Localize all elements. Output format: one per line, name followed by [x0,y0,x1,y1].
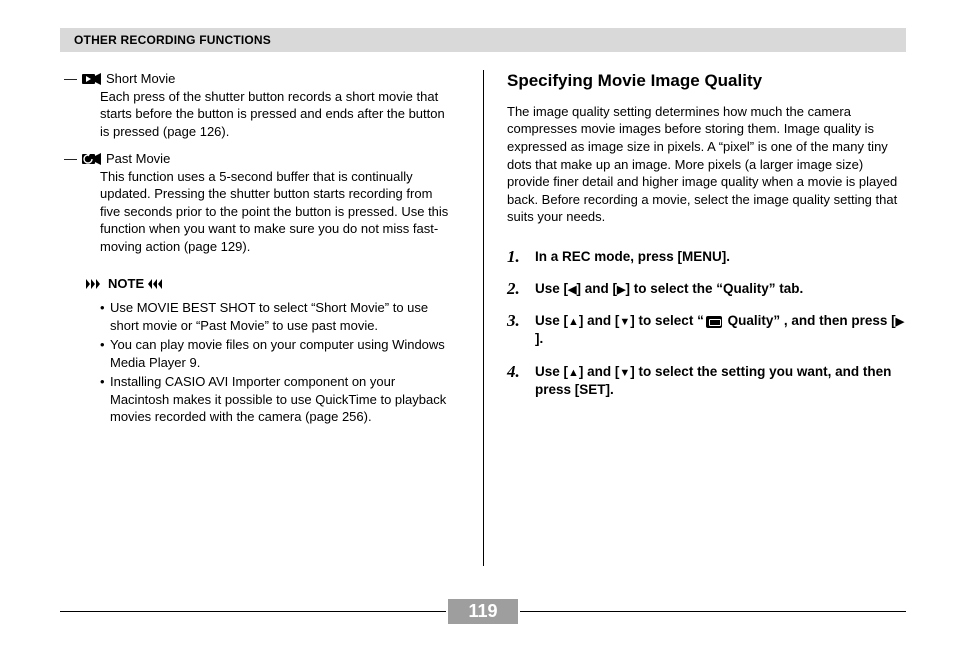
step-list: 1. In a REC mode, press [MENU]. 2. Use [… [507,248,906,399]
left-column: — Short Movie Each press of the shutter … [60,70,483,590]
note-list: Use MOVIE BEST SHOT to select “Short Mov… [100,299,459,426]
page-number: 119 [448,599,517,624]
dash-icon: — [64,70,78,88]
manual-page: OTHER RECORDING FUNCTIONS — Short Movie [0,0,954,646]
step-3: 3. Use [▲] and [▼] to select “ Quality” … [507,312,906,348]
triangle-right-icon: ▶ [896,315,904,330]
triangle-up-icon: ▲ [568,315,579,330]
item-title: Past Movie [106,150,170,168]
item-title: Short Movie [106,70,175,88]
note-label: NOTE [108,275,144,293]
step-number: 4. [507,361,520,384]
note-item: Installing CASIO AVI Importer component … [100,373,455,426]
column-divider [483,70,484,566]
item-short-movie: — Short Movie Each press of the shutter … [60,70,459,140]
movie-quality-icon [706,316,722,328]
step-2: 2. Use [◀] and [▶] to select the “Qualit… [507,280,906,298]
item-past-movie: — Past Movie This function uses a 5-seco… [60,150,459,255]
past-movie-icon [82,152,102,166]
note-arrow-right-icon [86,279,104,289]
intro-paragraph: The image quality setting determines how… [507,103,906,226]
step-text: Use [▲] and [▼] to select “ Quality” , a… [535,313,904,346]
step-text: Use [▲] and [▼] to select the setting yo… [535,364,891,397]
note-heading: NOTE [86,275,459,293]
triangle-down-icon: ▼ [619,366,630,381]
step-4: 4. Use [▲] and [▼] to select the setting… [507,363,906,399]
step-1: 1. In a REC mode, press [MENU]. [507,248,906,266]
step-number: 2. [507,278,520,301]
note-item: You can play movie files on your compute… [100,336,455,371]
footer-rule-right [520,611,906,612]
note-item: Use MOVIE BEST SHOT to select “Short Mov… [100,299,455,334]
step-text: Use [◀] and [▶] to select the “Quality” … [535,281,803,296]
short-movie-icon [82,72,102,86]
section-heading: Specifying Movie Image Quality [507,70,906,93]
item-body: Each press of the shutter button records… [100,88,455,141]
item-head: — Short Movie [64,70,459,88]
step-number: 3. [507,310,520,333]
step-number: 1. [507,246,520,269]
page-footer: 119 [0,599,954,624]
two-column-layout: — Short Movie Each press of the shutter … [60,70,906,590]
section-header: OTHER RECORDING FUNCTIONS [60,28,906,52]
note-arrow-left-icon [148,279,166,289]
dash-icon: — [64,150,78,168]
triangle-down-icon: ▼ [619,315,630,330]
triangle-up-icon: ▲ [568,366,579,381]
step-text: In a REC mode, press [MENU]. [535,249,730,264]
right-column: Specifying Movie Image Quality The image… [483,70,906,590]
item-head: — Past Movie [64,150,459,168]
footer-rule-left [60,611,446,612]
item-body: This function uses a 5-second buffer tha… [100,168,455,256]
